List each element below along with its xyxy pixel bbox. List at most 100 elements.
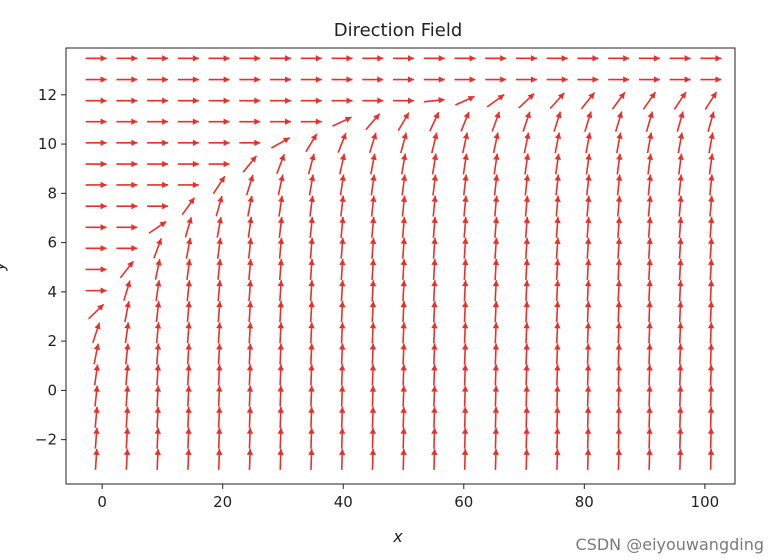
field-arrow bbox=[85, 266, 107, 273]
arrow-head bbox=[584, 301, 592, 308]
arrow-head bbox=[400, 216, 408, 224]
arrow-head bbox=[677, 216, 684, 224]
x-tick-label: 0 bbox=[97, 493, 107, 511]
arrow-head bbox=[524, 111, 531, 119]
field-arrow bbox=[646, 301, 653, 323]
arrow-head bbox=[584, 364, 592, 371]
arrow-head bbox=[677, 322, 684, 329]
arrow-head bbox=[346, 55, 353, 62]
arrow-head bbox=[223, 118, 230, 125]
field-arrow bbox=[246, 364, 254, 386]
field-arrow bbox=[646, 132, 654, 154]
field-arrow bbox=[708, 132, 715, 154]
field-arrow bbox=[400, 237, 408, 259]
arrow-head bbox=[554, 174, 561, 181]
arrow-head bbox=[707, 406, 715, 413]
field-arrow bbox=[486, 93, 505, 108]
field-arrow bbox=[369, 301, 377, 323]
arrow-head bbox=[707, 258, 715, 266]
field-arrow bbox=[400, 385, 407, 407]
arrow-head bbox=[400, 301, 407, 308]
x-tick-label: 60 bbox=[454, 493, 473, 511]
field-arrow bbox=[669, 76, 691, 83]
field-arrow bbox=[277, 216, 285, 238]
field-arrow bbox=[523, 258, 530, 280]
field-arrow bbox=[646, 427, 653, 449]
arrow-head bbox=[462, 216, 469, 224]
arrow-head bbox=[156, 238, 163, 246]
field-arrow bbox=[246, 343, 254, 365]
arrow-head bbox=[646, 448, 653, 455]
field-arrow bbox=[400, 153, 408, 175]
arrow-head bbox=[247, 237, 254, 245]
field-arrow bbox=[116, 245, 138, 252]
arrow-head bbox=[493, 153, 500, 161]
arrow-head bbox=[339, 195, 346, 203]
field-arrow bbox=[515, 76, 537, 83]
y-tick-label: 6 bbox=[47, 234, 57, 252]
field-arrow bbox=[523, 280, 530, 302]
field-arrow bbox=[554, 132, 562, 154]
arrow-head bbox=[431, 258, 438, 266]
field-arrow bbox=[116, 118, 138, 125]
arrow-head bbox=[462, 174, 469, 181]
field-arrow bbox=[700, 76, 722, 83]
field-arrow bbox=[646, 237, 653, 259]
arrow-head bbox=[254, 139, 261, 147]
arrow-head bbox=[462, 153, 469, 161]
field-arrow bbox=[184, 217, 193, 238]
field-arrow bbox=[181, 197, 196, 216]
arrow-head bbox=[493, 174, 500, 181]
field-arrow bbox=[523, 153, 531, 175]
field-arrow bbox=[270, 97, 292, 104]
arrow-head bbox=[192, 55, 199, 62]
arrow-head bbox=[584, 280, 592, 287]
arrow-head bbox=[277, 364, 284, 371]
arrow-head bbox=[677, 343, 684, 350]
arrow-head bbox=[592, 76, 599, 83]
y-tick-label: 10 bbox=[38, 135, 57, 153]
field-arrow bbox=[124, 343, 131, 365]
arrow-head bbox=[373, 113, 380, 121]
arrow-head bbox=[369, 427, 377, 434]
field-arrow bbox=[369, 448, 377, 470]
arrow-head bbox=[400, 174, 408, 181]
arrow-head bbox=[554, 322, 561, 329]
field-arrow bbox=[216, 406, 223, 428]
arrow-head bbox=[584, 322, 592, 329]
field-arrow bbox=[369, 385, 377, 407]
field-arrow bbox=[92, 322, 101, 343]
arrow-head bbox=[131, 202, 138, 210]
x-tick-label: 80 bbox=[575, 493, 594, 511]
field-arrow bbox=[523, 364, 530, 386]
arrow-head bbox=[100, 202, 107, 210]
field-arrow bbox=[584, 111, 593, 132]
arrow-head bbox=[308, 364, 315, 371]
arrow-head bbox=[678, 111, 685, 119]
arrow-head bbox=[646, 216, 653, 224]
arrow-head bbox=[369, 364, 377, 371]
field-arrow bbox=[400, 322, 407, 344]
field-arrow bbox=[365, 113, 381, 131]
arrow-head bbox=[185, 343, 192, 350]
field-arrow bbox=[277, 385, 284, 407]
field-arrow bbox=[212, 175, 226, 195]
field-arrow bbox=[331, 76, 353, 83]
arrow-head bbox=[131, 224, 138, 231]
field-arrow bbox=[423, 76, 445, 83]
field-arrow bbox=[85, 287, 107, 294]
field-arrow bbox=[523, 174, 531, 196]
field-arrow bbox=[147, 160, 169, 168]
field-arrow bbox=[362, 76, 384, 83]
field-arrow bbox=[400, 280, 407, 302]
arrow-head bbox=[369, 343, 377, 350]
arrow-head bbox=[162, 118, 169, 125]
arrow-head bbox=[246, 448, 254, 455]
arrow-head bbox=[338, 448, 346, 455]
y-axis-ticks: −2 0 2 4 6 8 10 12 bbox=[35, 86, 66, 449]
field-arrow bbox=[676, 111, 685, 132]
arrow-head bbox=[278, 174, 285, 182]
field-arrow bbox=[461, 385, 469, 407]
arrow-head bbox=[401, 132, 408, 140]
field-arrow bbox=[85, 76, 107, 83]
